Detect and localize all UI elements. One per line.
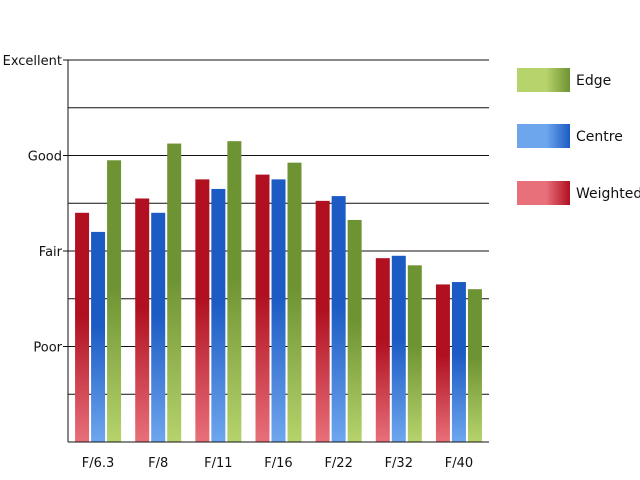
x-tick-label: F/22 [324,456,352,471]
bar-edge-f16 [287,162,302,442]
bar-weighted-f8 [135,198,150,442]
x-tick-label: F/32 [385,456,413,471]
legend-swatch-centre [517,124,570,148]
bar-weighted-f11 [195,179,210,442]
x-tick-labels: F/6.3 F/8 F/11 F/16 F/22 F/32 F/40 [82,456,473,471]
bars [75,141,482,443]
bar-centre-f32 [391,255,406,442]
y-tick-label: Excellent [3,54,62,69]
x-tick-label: F/8 [148,456,168,471]
bar-edge-f63 [107,160,122,442]
legend-label-edge: Edge [576,73,611,89]
bar-centre-f8 [151,212,166,442]
bar-centre-f22 [331,196,346,442]
bar-weighted-f22 [315,200,330,442]
legend-label-weighted: Weighted [576,186,640,202]
y-tick-labels: Poor Fair Good Excellent [3,54,68,356]
bar-edge-f11 [227,141,242,443]
bar-weighted-f63 [75,212,90,442]
bar-centre-f11 [211,188,226,442]
y-tick-label: Fair [39,245,63,260]
x-tick-label: F/40 [445,456,473,471]
bar-edge-f40 [467,289,482,442]
legend-label-centre: Centre [576,129,623,145]
bar-centre-f40 [451,282,466,442]
bar-edge-f8 [167,143,182,442]
x-tick-label: F/11 [204,456,232,471]
legend-swatch-edge [517,68,570,92]
legend: Edge Centre Weighted [517,68,640,205]
bar-edge-f22 [347,219,362,442]
x-tick-label: F/6.3 [82,456,115,471]
y-tick-label: Good [28,150,62,165]
bar-edge-f32 [407,265,422,442]
bar-weighted-f32 [375,258,390,442]
bar-weighted-f16 [255,174,270,442]
x-tick-label: F/16 [264,456,292,471]
y-tick-label: Poor [33,341,62,356]
bar-centre-f63 [91,231,106,442]
bar-weighted-f40 [435,284,450,442]
legend-swatch-weighted [517,181,570,205]
bar-centre-f16 [271,179,286,442]
